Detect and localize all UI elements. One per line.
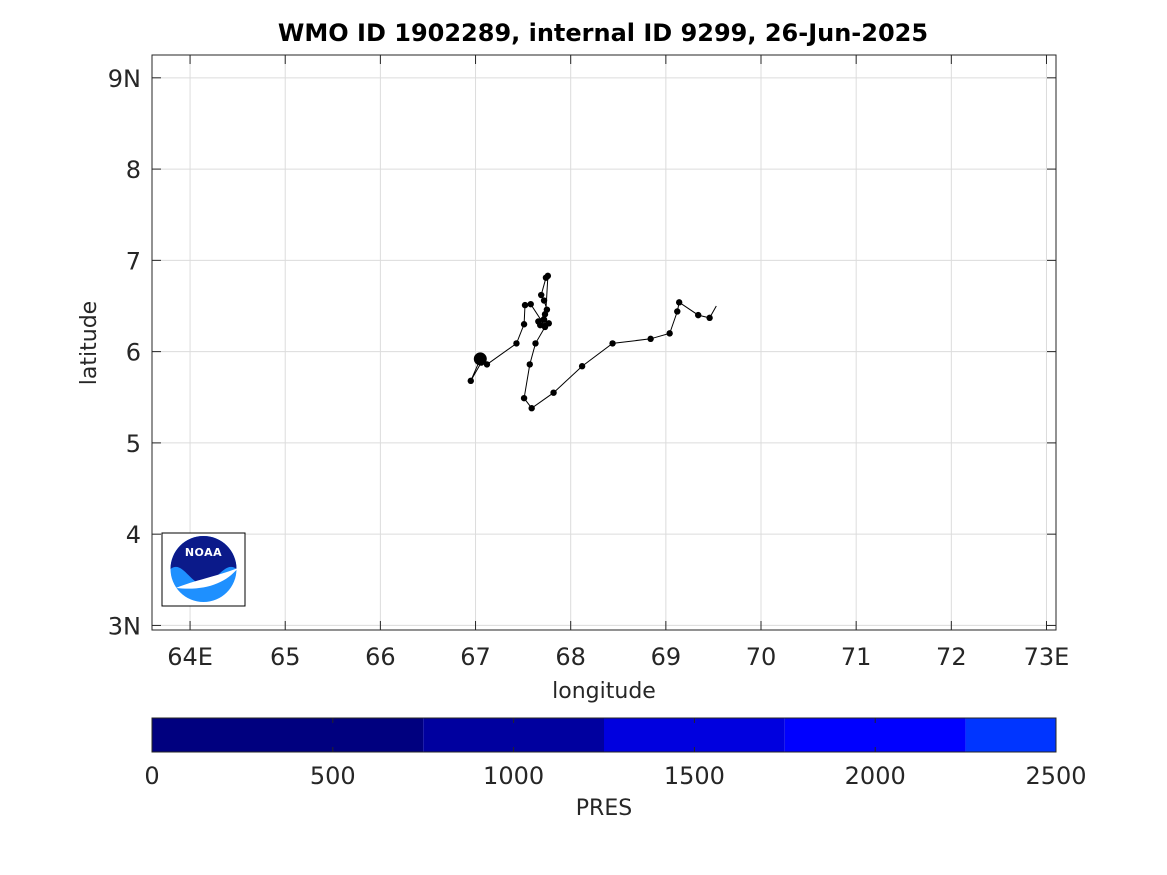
colorbar-label: PRES xyxy=(576,796,632,821)
colorbar-segment xyxy=(965,718,1056,752)
y-tick-label: 7 xyxy=(126,247,141,275)
x-tick-label: 65 xyxy=(270,643,301,671)
last-position-marker xyxy=(473,352,487,366)
chart-title: WMO ID 1902289, internal ID 9299, 26-Jun… xyxy=(278,19,928,47)
colorbar-tick-label: 2500 xyxy=(1025,762,1086,790)
track-point xyxy=(609,340,616,347)
track-point xyxy=(521,301,529,309)
colorbar-tick-label: 2000 xyxy=(845,762,906,790)
colorbar: 0 500 1000 1500 2000 2500 PRES xyxy=(144,717,1087,821)
y-tick-label: 3N xyxy=(108,612,141,640)
colorbar-tick-label: 1000 xyxy=(483,762,544,790)
x-tick-label: 66 xyxy=(365,643,396,671)
track-point xyxy=(526,361,533,368)
y-tick-label: 9N xyxy=(108,65,141,93)
map-axes xyxy=(151,54,1057,631)
y-axis-label: latitude xyxy=(77,301,102,385)
track-point xyxy=(706,314,713,322)
grid-lines xyxy=(152,55,1056,630)
track-point xyxy=(541,322,549,330)
track-line xyxy=(470,274,717,409)
track-point xyxy=(513,340,520,347)
axis-ticks xyxy=(152,55,1056,630)
track-point xyxy=(675,299,683,306)
track-point xyxy=(578,363,586,370)
track-point xyxy=(674,308,681,315)
track-point xyxy=(647,335,654,343)
colorbar-segment xyxy=(152,718,424,752)
colorbar-tick-label: 0 xyxy=(144,762,159,790)
x-tick-labels: 64E 65 66 67 68 69 70 71 72 73E xyxy=(167,643,1069,671)
colorbar-frame xyxy=(151,717,1057,753)
track-point xyxy=(532,340,539,347)
x-tick-label: 67 xyxy=(460,643,491,671)
x-tick-label: 64E xyxy=(167,643,213,671)
plot-frame xyxy=(151,54,1057,631)
track-point xyxy=(520,321,528,328)
y-tick-label: 5 xyxy=(126,430,141,458)
y-tick-label: 6 xyxy=(126,339,141,367)
colorbar-segment xyxy=(423,718,604,752)
y-tick-label: 8 xyxy=(126,156,141,184)
x-tick-label: 69 xyxy=(651,643,682,671)
x-tick-label: 72 xyxy=(936,643,967,671)
track-point xyxy=(543,306,551,313)
colorbar-tick-labels: 0 500 1000 1500 2000 2500 xyxy=(144,762,1086,790)
x-tick-label: 68 xyxy=(555,643,586,671)
y-tick-label: 4 xyxy=(126,521,141,549)
colorbar-segment xyxy=(784,718,966,752)
logo-text: NOAA xyxy=(185,546,222,559)
track-point xyxy=(528,405,535,412)
track-point xyxy=(550,389,557,396)
track-point xyxy=(666,330,673,337)
colorbar-segments xyxy=(152,718,1056,752)
track-point xyxy=(540,316,548,323)
logo-sky xyxy=(170,536,237,585)
colorbar-segment xyxy=(604,718,785,752)
track-point xyxy=(527,300,534,308)
plot-area xyxy=(152,55,1056,630)
logo-bird-icon xyxy=(176,568,238,589)
track-point xyxy=(540,297,548,304)
x-axis-label: longitude xyxy=(552,679,656,704)
colorbar-tick-label: 1500 xyxy=(664,762,725,790)
track-point xyxy=(467,377,474,385)
colorbar-tick-label: 500 xyxy=(310,762,356,790)
track-point xyxy=(695,311,702,319)
noaa-logo: NOAA xyxy=(161,532,246,607)
track-point xyxy=(537,291,545,299)
x-tick-label: 71 xyxy=(841,643,872,671)
x-tick-label: 73E xyxy=(1024,643,1070,671)
track-point xyxy=(520,394,528,402)
x-tick-label: 70 xyxy=(746,643,777,671)
track-point xyxy=(544,272,552,280)
track-point xyxy=(535,318,542,325)
float-track xyxy=(467,272,717,412)
y-tick-labels: 3N 4 5 6 7 8 9N xyxy=(108,65,141,641)
